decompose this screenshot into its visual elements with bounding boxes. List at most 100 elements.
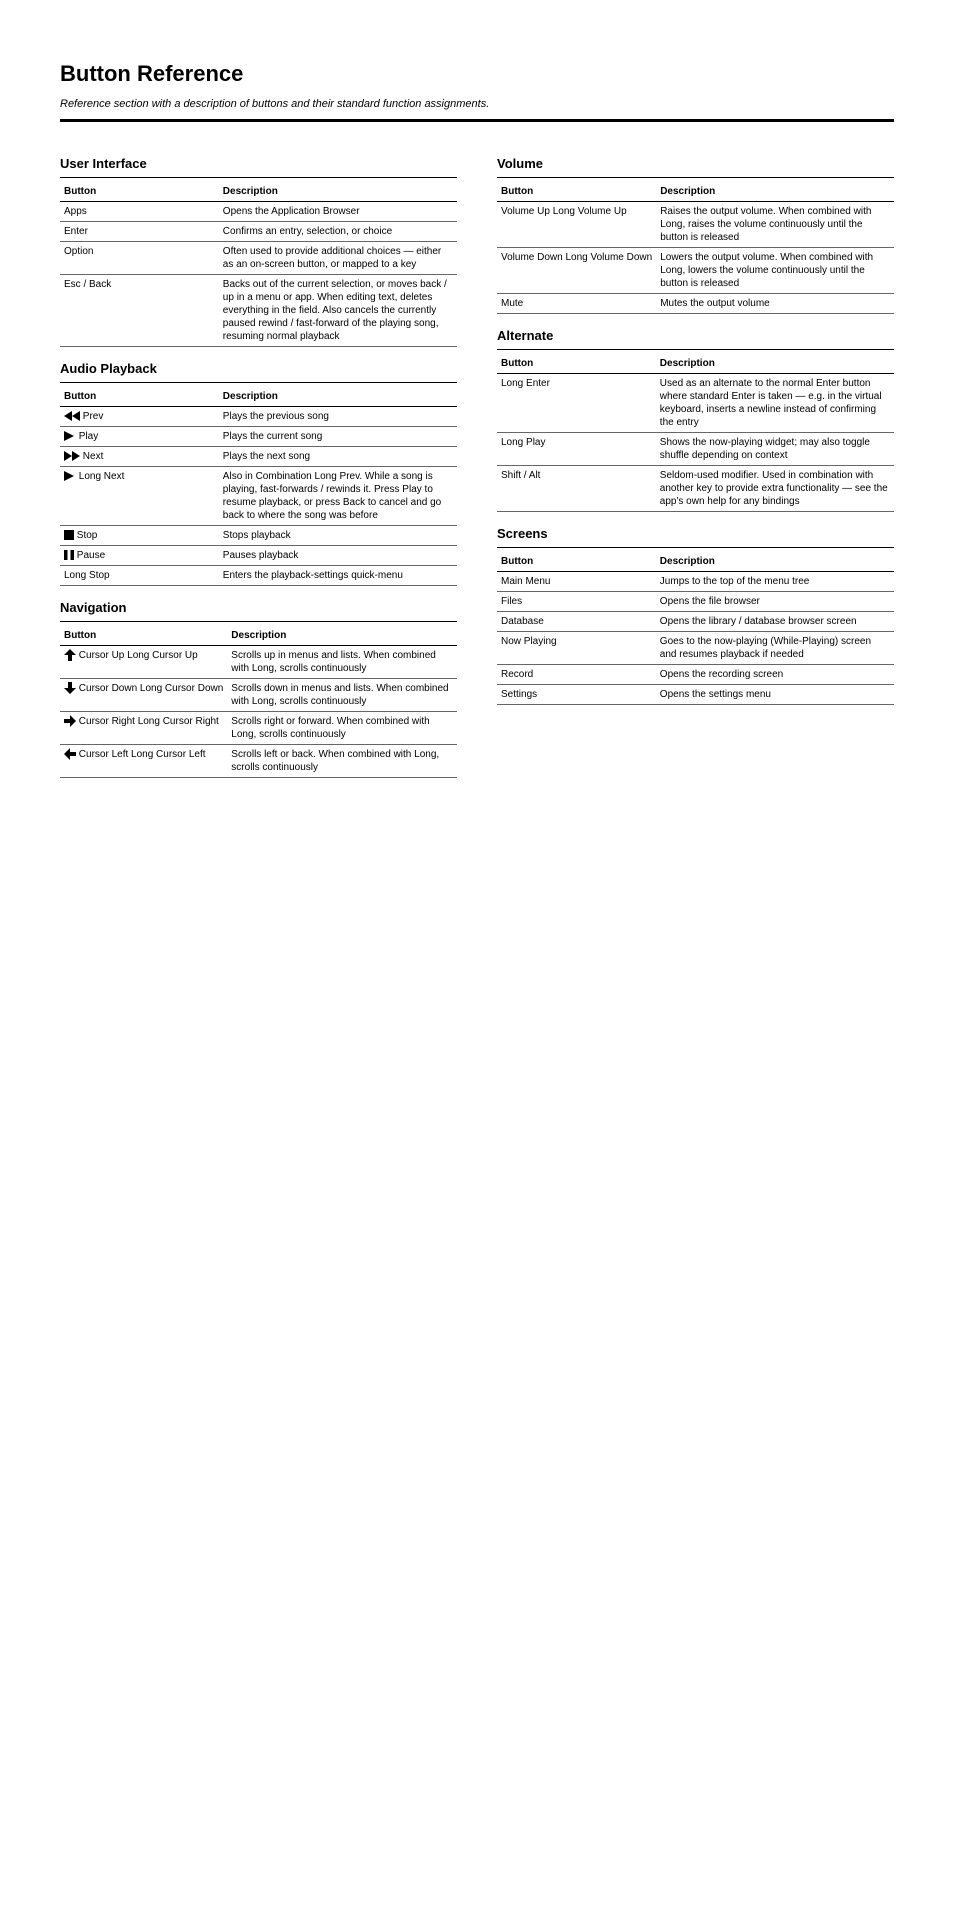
button-label: Volume Down Long Volume Down [501,252,652,263]
title-rule [60,119,894,122]
button-label: Database [501,616,544,627]
table-row: Now Playing Goes to the now-playing (Whil… [497,631,894,664]
description-cell: Opens the library / database browser scr… [656,611,894,631]
button-label: Main Menu [501,576,550,587]
section: Volume ButtonDescriptionVolume Up Long Vo… [497,156,894,314]
table-row: Pause Pauses playback [60,545,457,565]
section: AlternateButtonDescriptionLong EnterUsed… [497,328,894,512]
description-cell: Raises the output volume. When combined … [656,201,894,247]
button-label: Cursor Up Long Cursor Up [79,650,198,661]
table-row: Long NextAlso in Combination Long Prev. … [60,466,457,525]
table-row: Main Menu Jumps to the top of the menu tr… [497,571,894,591]
reference-table: ButtonDescriptionVolume Up Long Volume U… [497,182,894,314]
table-row: Files Opens the file browser [497,591,894,611]
page-subtitle: Reference section with a description of … [60,97,894,111]
table-row: NextPlays the next song [60,446,457,466]
description-cell: Scrolls left or back. When combined with… [227,744,457,777]
up-icon [64,650,76,661]
button-label: Pause [77,550,105,561]
description-cell: Opens the file browser [656,591,894,611]
column-header-button: Button [60,626,227,646]
column-header-description: Description [656,552,894,572]
table-row: PlayPlays the current song [60,426,457,446]
button-cell: Volume Up Long Volume Up [497,201,656,247]
button-cell: Option [60,241,219,274]
column-header-description: Description [656,182,894,202]
button-label: Files [501,596,522,607]
button-label: Cursor Right Long Cursor Right [79,716,219,727]
button-cell: Apps [60,201,219,221]
section: User InterfaceButtonDescriptionAppsOpens… [60,156,457,347]
column-header-button: Button [60,387,219,407]
left-column: User InterfaceButtonDescriptionAppsOpens… [60,142,457,778]
button-cell: Cursor Left Long Cursor Left [60,744,227,777]
column-header-button: Button [497,552,656,572]
left-icon [64,749,76,760]
button-cell: Now Playing [497,631,656,664]
description-cell: Plays the current song [219,426,457,446]
description-cell: Opens the settings menu [656,684,894,704]
section-rule [60,621,457,622]
right-column: VolumeButtonDescriptionVolume Up Long Vo… [497,142,894,778]
description-cell: Jumps to the top of the menu tree [656,571,894,591]
section-rule [60,382,457,383]
column-header-description: Description [219,387,457,407]
reference-table: ButtonDescriptionAppsOpens the Applicati… [60,182,457,347]
description-cell: Stops playback [219,525,457,545]
table-row: Volume Down Long Volume Down Lowers the o… [497,247,894,293]
button-cell: Shift / Alt [497,465,656,511]
description-cell: Goes to the now-playing (While-Playing) … [656,631,894,664]
section-rule [497,349,894,350]
table-row: Stop Stops playback [60,525,457,545]
button-cell: Record [497,664,656,684]
description-cell: Pauses playback [219,545,457,565]
table-row: EnterConfirms an entry, selection, or ch… [60,221,457,241]
stop-icon [64,530,74,541]
button-label: Now Playing [501,636,557,647]
button-label: Long Stop [64,570,110,581]
table-row: PrevPlays the previous song [60,406,457,426]
button-cell: Play [60,426,219,446]
section-title: Screens [497,526,894,543]
rewind-icon [64,411,80,422]
description-cell: Lowers the output volume. When combined … [656,247,894,293]
table-row: Shift / AltSeldom-used modifier. Used in… [497,465,894,511]
section: Screens ButtonDescription Main Menu Jumps t… [497,526,894,705]
button-label: Long Play [501,437,545,448]
description-cell: Used as an alternate to the normal Enter… [656,373,894,432]
button-label: Volume Up Long Volume Up [501,206,627,217]
table-row: Long StopEnters the playback-settings qu… [60,565,457,585]
section-rule [60,177,457,178]
content-columns: User InterfaceButtonDescriptionAppsOpens… [60,142,894,778]
description-cell: Backs out of the current selection, or m… [219,274,457,346]
column-header-button: Button [497,354,656,374]
column-header-description: Description [227,626,457,646]
button-label: Option [64,246,93,257]
button-cell: Database [497,611,656,631]
table-row: Cursor Left Long Cursor Left Scrolls left… [60,744,457,777]
button-label: Apps [64,206,87,217]
button-cell: Next [60,446,219,466]
button-label: Cursor Left Long Cursor Left [79,749,206,760]
button-cell: Prev [60,406,219,426]
page-title: Button Reference [60,60,894,89]
section-title: Volume [497,156,894,173]
description-cell: Scrolls up in menus and lists. When comb… [227,645,457,678]
button-label: Long Enter [501,378,550,389]
button-label: Settings [501,689,537,700]
button-cell: Main Menu [497,571,656,591]
button-cell: Cursor Down Long Cursor Down [60,678,227,711]
button-label: Cursor Down Long Cursor Down [79,683,224,694]
button-label: Shift / Alt [501,470,540,481]
table-row: Long Play Shows the now-playing widget; m… [497,432,894,465]
button-label: Stop [77,530,98,541]
description-cell: Plays the next song [219,446,457,466]
table-row: Cursor Down Long Cursor DownScrolls down… [60,678,457,711]
column-header-button: Button [60,182,219,202]
description-cell: Shows the now-playing widget; may also t… [656,432,894,465]
button-label: Mute [501,298,523,309]
button-cell: Esc / Back [60,274,219,346]
description-cell: Scrolls right or forward. When combined … [227,711,457,744]
section: NavigationButtonDescription Cursor Up Lo… [60,600,457,778]
button-cell: Mute [497,293,656,313]
